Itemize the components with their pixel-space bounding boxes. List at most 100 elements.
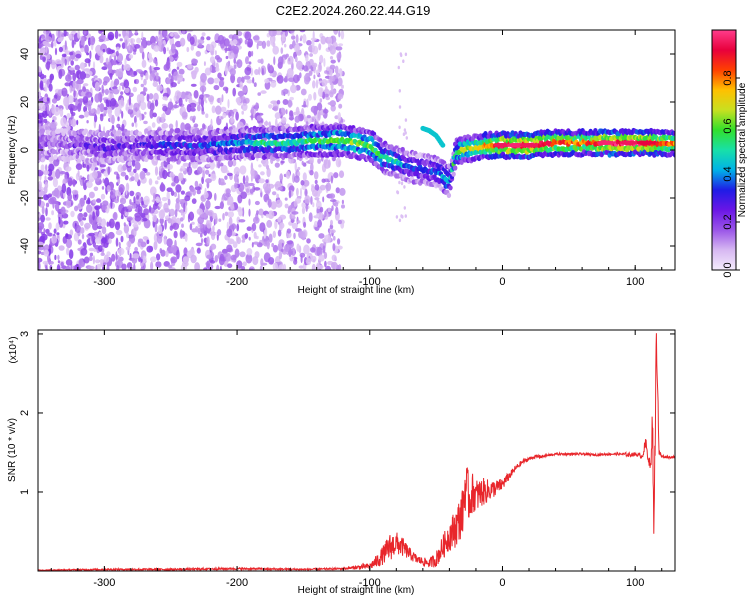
heatmap-noise-cell — [397, 65, 400, 70]
heatmap-noise-cell — [296, 60, 303, 70]
heatmap-noise-cell — [335, 187, 340, 194]
heatmap-noise-cell — [217, 72, 222, 79]
heatmap-noise-cell — [193, 123, 199, 128]
heatmap-noise-cell — [149, 73, 154, 82]
heatmap-noise-cell — [279, 173, 284, 182]
heatmap-noise-cell — [68, 34, 73, 39]
heatmap-noise-cell — [60, 117, 67, 127]
heatmap-noise-cell — [94, 167, 99, 171]
heatmap-noise-cell — [260, 58, 264, 65]
snr-series — [38, 333, 675, 571]
heatmap-noise-cell — [159, 217, 164, 225]
heatmap-ridge-cell — [126, 130, 131, 136]
heatmap-noise-cell — [284, 75, 288, 82]
heatmap-noise-cell — [264, 78, 270, 84]
heatmap-noise-cell — [115, 50, 119, 57]
heatmap-noise-cell — [86, 180, 93, 189]
heatmap-noise-cell — [124, 174, 129, 181]
heatmap-noise-cell — [254, 69, 260, 75]
heatmap-noise-cell — [236, 30, 243, 37]
spectrogram-x-tick-label: -300 — [93, 276, 115, 288]
heatmap-noise-cell — [153, 66, 161, 71]
heatmap-noise-cell — [115, 251, 118, 262]
heatmap-noise-cell — [250, 106, 255, 116]
heatmap-noise-cell — [149, 109, 154, 119]
heatmap-noise-cell — [85, 91, 93, 98]
heatmap-noise-cell — [404, 131, 407, 135]
heatmap-noise-cell — [319, 184, 326, 191]
heatmap-noise-cell — [140, 212, 146, 218]
colorbar-ticks: 0.00.20.40.60.8 — [722, 70, 740, 278]
heatmap-noise-cell — [293, 74, 300, 84]
heatmap-noise-cell — [123, 79, 130, 89]
heatmap-noise-cell — [89, 35, 96, 46]
heatmap-noise-cell — [191, 221, 195, 225]
heatmap-noise-cell — [86, 164, 90, 172]
heatmap-noise-cell — [310, 247, 316, 253]
heatmap-noise-cell — [150, 35, 156, 46]
heatmap-noise-cell — [94, 114, 98, 123]
heatmap-noise-cell — [300, 35, 303, 39]
heatmap-noise-cell — [81, 233, 85, 240]
heatmap-noise-cell — [38, 132, 41, 137]
heatmap-noise-cell — [40, 164, 45, 172]
heatmap-noise-cell — [207, 77, 215, 85]
heatmap-noise-cell — [319, 54, 324, 64]
heatmap-noise-cell — [245, 253, 253, 264]
heatmap-noise-cell — [208, 95, 215, 103]
heatmap-noise-cell — [208, 173, 211, 177]
heatmap-noise-cell — [224, 211, 229, 217]
heatmap-noise-cell — [399, 52, 402, 56]
heatmap-noise-cell — [38, 112, 45, 118]
heatmap-noise-cell — [197, 216, 204, 225]
heatmap-noise-cell — [339, 187, 346, 196]
heatmap-noise-cell — [58, 46, 64, 53]
heatmap-noise-cell — [129, 171, 135, 177]
heatmap-noise-cell — [123, 222, 126, 227]
heatmap-noise-cell — [170, 190, 175, 197]
heatmap-noise-cell — [213, 77, 220, 84]
heatmap-noise-cell — [43, 245, 50, 249]
heatmap-noise-cell — [272, 230, 276, 238]
heatmap-noise-cell — [178, 172, 184, 181]
heatmap-noise-cell — [293, 232, 296, 240]
heatmap-noise-cell — [161, 116, 165, 123]
heatmap-noise-cell — [106, 221, 110, 227]
heatmap-noise-cell — [311, 263, 316, 270]
heatmap-noise-cell — [124, 39, 128, 50]
heatmap-noise-cell — [49, 121, 57, 129]
heatmap-noise-cell — [200, 97, 204, 108]
snr-x-tick-label: -200 — [226, 577, 248, 589]
heatmap-ridge-cell — [85, 158, 90, 164]
heatmap-noise-cell — [188, 211, 195, 221]
heatmap-noise-cell — [129, 202, 137, 206]
heatmap-noise-cell — [132, 253, 140, 259]
heatmap-noise-cell — [269, 73, 274, 77]
heatmap-noise-cell — [119, 38, 123, 42]
heatmap-noise-cell — [305, 188, 308, 197]
heatmap-noise-cell — [114, 30, 119, 39]
heatmap-noise-cell — [213, 84, 220, 91]
heatmap-noise-cell — [293, 200, 298, 207]
heatmap-noise-cell — [299, 30, 306, 33]
heatmap-noise-cell — [58, 245, 65, 251]
heatmap-noise-cell — [258, 208, 264, 216]
heatmap-noise-cell — [38, 120, 43, 124]
heatmap-noise-cell — [280, 47, 284, 54]
heatmap-noise-cell — [117, 178, 121, 185]
heatmap-noise-cell — [112, 86, 118, 90]
heatmap-noise-cell — [201, 238, 203, 244]
heatmap-noise-cell — [314, 184, 320, 191]
heatmap-noise-cell — [224, 65, 228, 76]
heatmap-noise-cell — [136, 94, 141, 104]
heatmap-noise-cell — [195, 50, 201, 57]
heatmap-noise-cell — [297, 171, 301, 177]
heatmap-noise-cell — [276, 157, 280, 162]
heatmap-noise-cell — [86, 204, 93, 214]
heatmap-noise-cell — [219, 265, 222, 270]
heatmap-noise-cell — [57, 37, 63, 43]
heatmap-noise-cell — [70, 86, 76, 92]
heatmap-noise-cell — [227, 263, 233, 269]
heatmap-noise-cell — [268, 233, 273, 243]
heatmap-noise-cell — [181, 30, 186, 35]
